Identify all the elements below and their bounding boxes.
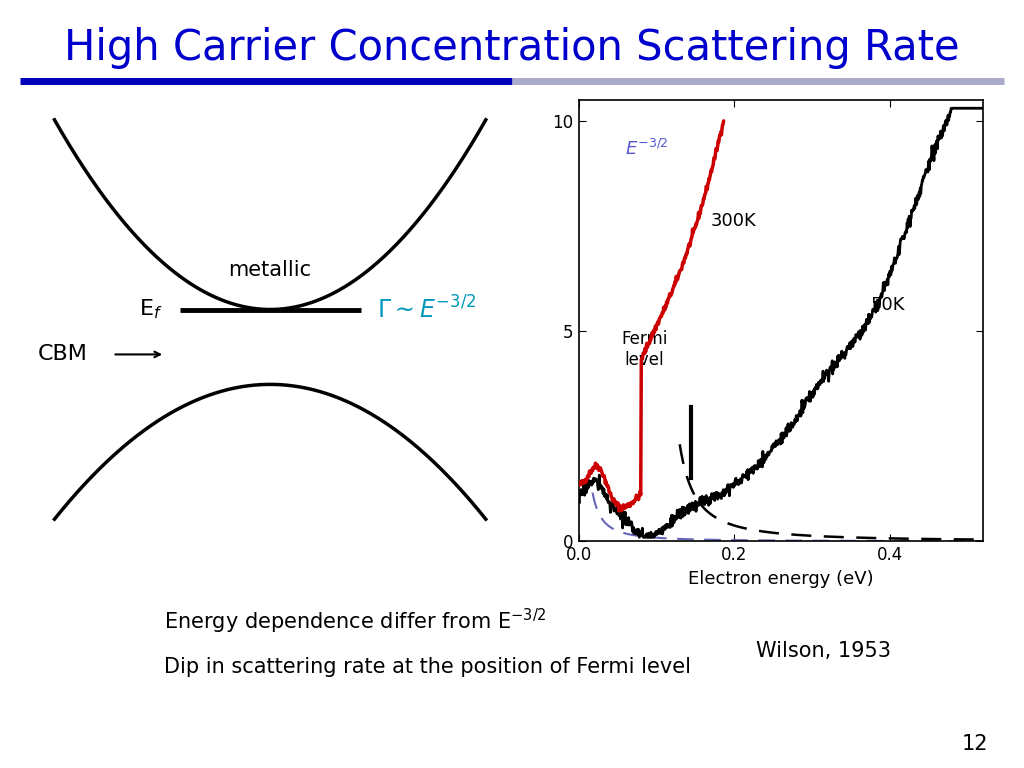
Text: 300K: 300K [711, 212, 757, 230]
Text: Energy dependence differ from E$^{-3/2}$: Energy dependence differ from E$^{-3/2}$ [164, 607, 547, 636]
Text: $E^{-3/2}$: $E^{-3/2}$ [626, 138, 669, 158]
Text: Wilson, 1953: Wilson, 1953 [756, 641, 891, 661]
Text: metallic: metallic [228, 260, 311, 280]
Text: High Carrier Concentration Scattering Rate: High Carrier Concentration Scattering Ra… [65, 27, 959, 69]
Text: 12: 12 [962, 734, 988, 754]
Text: Dip in scattering rate at the position of Fermi level: Dip in scattering rate at the position o… [164, 657, 691, 677]
Text: E$_f$: E$_f$ [139, 298, 163, 321]
Text: CBM: CBM [38, 344, 88, 365]
Text: $\Gamma$$\sim$$E^{-3/2}$: $\Gamma$$\sim$$E^{-3/2}$ [377, 296, 476, 323]
Text: Fermi
level: Fermi level [622, 330, 668, 369]
Text: 50K: 50K [870, 296, 905, 314]
X-axis label: Electron energy (eV): Electron energy (eV) [688, 570, 873, 588]
